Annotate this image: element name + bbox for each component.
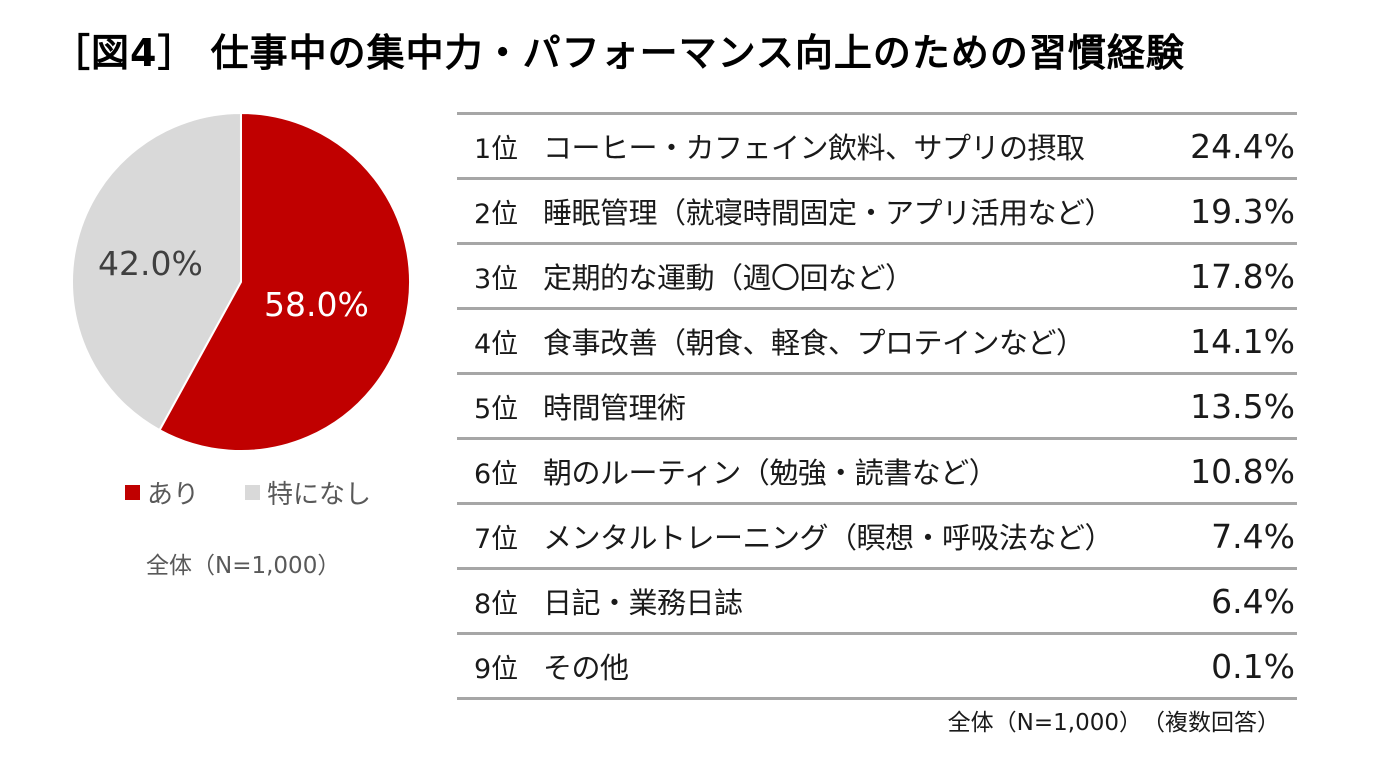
percent-value: 24.4% xyxy=(1190,126,1295,166)
item-label: 定期的な運動（週〇回など） xyxy=(543,261,914,295)
table-row: 7位 メンタルトレーニング（瞑想・呼吸法など） 7.4% xyxy=(457,505,1297,570)
table-row: 5位 時間管理術 13.5% xyxy=(457,375,1297,440)
percent-value: 19.3% xyxy=(1190,191,1295,231)
rank-label: 6位 xyxy=(474,458,519,490)
pie-legend: あり 特になし xyxy=(125,474,417,511)
percent-value: 7.4% xyxy=(1211,516,1295,556)
table-row: 2位 睡眠管理（就寝時間固定・アプリ活用など） 19.3% xyxy=(457,180,1297,245)
rank-label: 3位 xyxy=(474,263,519,295)
legend-item-none: 特になし xyxy=(245,474,371,511)
chart-title: ［図4］ 仕事中の集中力・パフォーマンス向上のための習慣経験 xyxy=(52,31,1185,75)
percent-value: 0.1% xyxy=(1211,646,1295,686)
legend-item-yes: あり xyxy=(125,474,199,511)
percent-value: 17.8% xyxy=(1190,256,1295,296)
table-row: 6位 朝のルーティン（勉強・読書など） 10.8% xyxy=(457,440,1297,505)
legend-swatch-yes xyxy=(125,485,140,500)
legend-label-none: 特になし xyxy=(267,480,372,510)
pie-sample-note: 全体（N=1,000） xyxy=(146,553,341,579)
percent-value: 13.5% xyxy=(1190,386,1295,426)
item-label: その他 xyxy=(543,651,629,685)
item-label: 睡眠管理（就寝時間固定・アプリ活用など） xyxy=(543,196,1114,230)
pie-label-none: 42.0% xyxy=(98,244,203,283)
pie-chart: 42.0% 58.0% xyxy=(70,111,412,453)
rank-label: 8位 xyxy=(474,588,519,620)
item-label: 朝のルーティン（勉強・読書など） xyxy=(543,456,998,490)
table-row: 1位 コーヒー・カフェイン飲料、サプリの摂取 24.4% xyxy=(457,115,1297,180)
table-row: 4位 食事改善（朝食、軽食、プロテインなど） 14.1% xyxy=(457,310,1297,375)
rank-label: 9位 xyxy=(474,653,519,685)
percent-value: 10.8% xyxy=(1190,451,1295,491)
table-row: 3位 定期的な運動（週〇回など） 17.8% xyxy=(457,245,1297,310)
pie-slice-yes xyxy=(158,111,411,452)
pie-slice-none xyxy=(71,111,243,432)
rank-label: 1位 xyxy=(474,133,519,165)
percent-value: 6.4% xyxy=(1211,581,1295,621)
table-row: 9位 その他 0.1% xyxy=(457,635,1297,700)
rank-label: 5位 xyxy=(474,393,519,425)
table-sample-note: 全体（N=1,000） （複数回答） xyxy=(947,710,1280,736)
rank-label: 7位 xyxy=(474,523,519,555)
item-label: コーヒー・カフェイン飲料、サプリの摂取 xyxy=(543,131,1085,165)
percent-value: 14.1% xyxy=(1190,321,1295,361)
item-label: 時間管理術 xyxy=(543,391,686,425)
ranking-table: 1位 コーヒー・カフェイン飲料、サプリの摂取 24.4% 2位 睡眠管理（就寝時… xyxy=(457,112,1297,700)
legend-swatch-none xyxy=(245,485,261,500)
rank-label: 2位 xyxy=(474,198,519,230)
item-label: 食事改善（朝食、軽食、プロテインなど） xyxy=(543,326,1085,360)
item-label: メンタルトレーニング（瞑想・呼吸法など） xyxy=(543,521,1114,555)
pie-label-yes: 58.0% xyxy=(264,285,369,324)
item-label: 日記・業務日誌 xyxy=(543,586,743,620)
legend-label-yes: あり xyxy=(147,480,200,510)
rank-label: 4位 xyxy=(474,328,519,360)
pie-svg xyxy=(71,111,411,452)
table-row: 8位 日記・業務日誌 6.4% xyxy=(457,570,1297,635)
